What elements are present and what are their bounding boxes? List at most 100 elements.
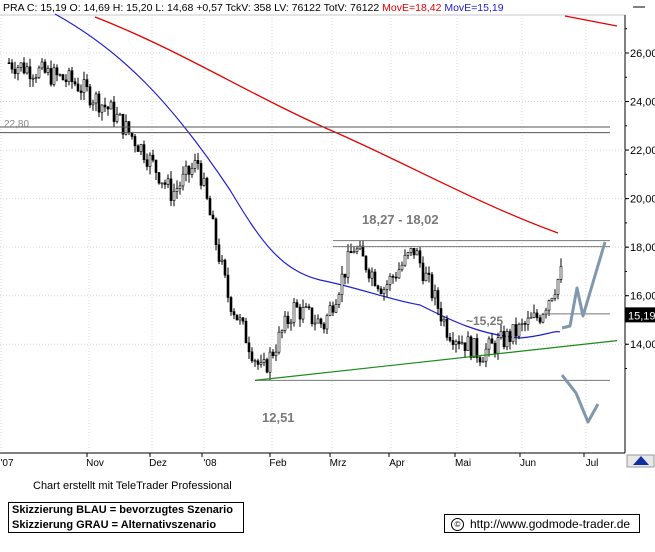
candle-body <box>553 294 557 299</box>
candle-body <box>328 305 332 316</box>
candle-body <box>67 70 71 82</box>
candle-body <box>106 106 110 110</box>
candle-body <box>457 341 461 345</box>
candle-body <box>379 288 383 295</box>
candle-body <box>277 331 281 353</box>
candle-body <box>82 79 86 93</box>
candle-body <box>157 172 161 184</box>
candle-body <box>268 351 272 373</box>
candle-body <box>523 323 527 325</box>
y-tick-label: 26,00 <box>630 48 655 60</box>
candle-body <box>295 302 299 308</box>
candle-body <box>442 318 446 322</box>
candle-body <box>433 290 437 299</box>
candle-body <box>220 259 224 262</box>
candle-body <box>535 312 539 319</box>
candle-body <box>466 336 470 351</box>
last-price-label: 15,19 <box>628 310 655 322</box>
candle-body <box>208 198 212 216</box>
legend-grey: Skizzierung GRAU = Alternativszenario <box>12 519 217 531</box>
x-tick-label: Nov <box>86 458 104 469</box>
candle-body <box>304 306 308 308</box>
chart-header: PRA C: 15,19 O: 14,69 H: 15,20 L: 14,68 … <box>3 2 504 14</box>
candle-body <box>79 90 83 93</box>
candle-body <box>169 178 173 201</box>
candle-body <box>529 316 533 319</box>
candle-body <box>19 62 23 68</box>
candle-body <box>163 182 167 185</box>
candle-body <box>73 81 77 85</box>
moving-average-red <box>94 16 559 234</box>
candle-body <box>241 317 245 322</box>
candle-body <box>475 338 479 358</box>
x-tick-label: '08 <box>203 458 216 469</box>
candle-body <box>301 307 305 320</box>
candle-body <box>334 304 338 313</box>
candle-body <box>367 269 371 279</box>
candle-body <box>427 272 431 275</box>
candle-body <box>319 318 323 325</box>
candle-body <box>97 93 101 113</box>
candle-body <box>100 104 104 113</box>
candle-body <box>436 290 440 309</box>
candle-body <box>532 312 536 318</box>
candle-body <box>202 177 206 186</box>
header-move-blue: MovE=15,19 <box>444 2 503 14</box>
candle-body <box>502 331 506 348</box>
candle-body <box>556 279 560 295</box>
candle-body <box>244 320 248 344</box>
candle-body <box>541 313 545 323</box>
candle-body <box>226 274 230 298</box>
candle-body <box>154 159 158 173</box>
candle-body <box>166 178 170 185</box>
source-url[interactable]: http://www.godmode-trader.de <box>470 517 631 531</box>
candle-body <box>322 323 326 330</box>
candle-body <box>385 284 389 290</box>
candle-body <box>175 188 179 192</box>
candle-body <box>133 136 137 147</box>
candle-body <box>424 272 428 282</box>
candle-body <box>259 362 263 365</box>
candle-body <box>136 145 140 152</box>
candle-body <box>325 315 329 330</box>
candle-body <box>391 275 395 278</box>
candle-body <box>232 311 236 316</box>
scroll-arrow-icon[interactable] <box>626 454 655 468</box>
candle-body <box>43 61 47 73</box>
candle-body <box>451 340 455 345</box>
y-tick-label: 14,00 <box>630 339 655 351</box>
candle-body <box>130 132 134 137</box>
candle-body <box>196 160 200 164</box>
candle-body <box>376 285 380 290</box>
candle-body <box>352 251 356 254</box>
candle-body <box>34 77 38 79</box>
candle-body <box>31 77 35 80</box>
candle-body <box>61 74 65 81</box>
candle-body <box>511 324 515 342</box>
candle-body <box>28 66 32 80</box>
candle-body <box>115 113 119 122</box>
candle-body <box>412 248 416 256</box>
scroll-right-icon[interactable] <box>627 1 654 13</box>
candle-body <box>415 250 419 256</box>
candle-body <box>52 67 56 85</box>
source-link[interactable]: © http://www.godmode-trader.de <box>444 514 640 533</box>
candle-body <box>508 331 512 342</box>
candle-body <box>403 254 407 266</box>
moving-average-red-tail <box>564 15 618 27</box>
candle-body <box>262 359 266 363</box>
candle-body <box>121 113 125 135</box>
candle-body <box>37 67 41 78</box>
candle-body <box>538 317 542 323</box>
candle-body <box>493 343 497 354</box>
candle-body <box>283 315 287 331</box>
y-tick-label: 24,00 <box>630 97 655 109</box>
candle-body <box>94 93 98 104</box>
candle-body <box>430 274 434 299</box>
last-price-box <box>625 307 655 323</box>
y-tick-label: 18,00 <box>630 242 655 254</box>
candle-body <box>388 275 392 285</box>
candle-body <box>142 144 146 161</box>
legend-blue: Skizzierung BLAU = bevorzugtes Szenario <box>12 504 233 516</box>
